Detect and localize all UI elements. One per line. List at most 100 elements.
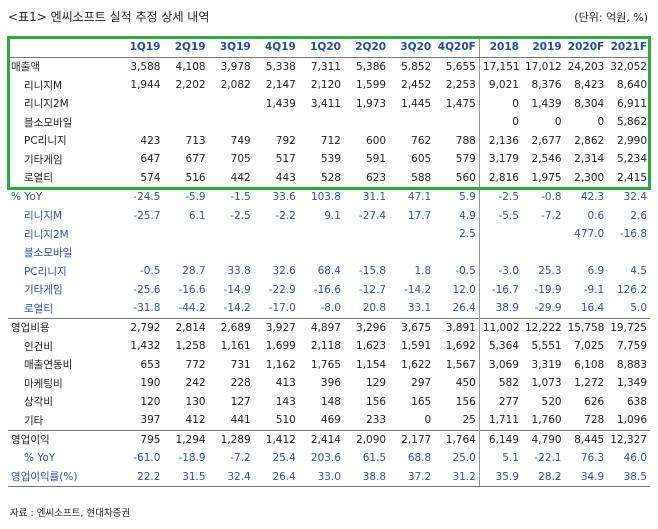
table-cell: 677	[185, 153, 206, 166]
empty-cell	[254, 244, 299, 263]
table-cell: 591	[366, 153, 387, 166]
table-cell: 600	[366, 134, 387, 147]
table-cell: 713	[185, 134, 206, 147]
table-cell: 1,591	[401, 340, 432, 353]
table-cell: 795	[118, 429, 164, 449]
empty-cell	[389, 225, 434, 244]
table-cell: 1,161	[220, 340, 251, 353]
empty-cell	[299, 113, 344, 132]
table-cell: 24,203	[567, 60, 605, 73]
table-cell: 1,439	[265, 97, 296, 110]
column-header: 2019	[521, 36, 565, 58]
table-cell: 129	[366, 377, 387, 390]
column-header: 3Q19	[208, 36, 254, 58]
table-cell: 5,862	[616, 116, 647, 129]
table-cell: 28.2	[521, 467, 565, 487]
table-cell: 203.6	[310, 452, 341, 465]
empty-cell	[478, 225, 522, 244]
empty-cell	[163, 244, 208, 263]
table-cell: 1,432	[130, 340, 161, 353]
table-title: <표1> 엔씨소프트 실적 추정 상세 내역	[8, 10, 210, 24]
table-cell: 1,973	[356, 97, 387, 110]
table-cell: 2,677	[531, 134, 562, 147]
table-cell: 25.4	[272, 452, 296, 465]
row-label: 리니지M	[24, 210, 63, 223]
table-cell: -1.5	[208, 187, 254, 207]
table-cell: 396	[320, 377, 341, 390]
table-cell: 5,386	[356, 60, 387, 73]
table-cell: 126.2	[616, 283, 647, 296]
unit-note: (단위: 억원, %)	[574, 11, 648, 24]
table-row: PC리니지 423 713 749 792 712 600 762 788 2,136 2,677 2…	[8, 131, 650, 150]
table-cell: 728	[584, 414, 605, 427]
table-cell: 560	[455, 171, 476, 184]
table-cell: -27.4	[358, 209, 387, 222]
empty-cell	[565, 244, 608, 263]
empty-cell	[344, 113, 389, 132]
table-cell: 4.5	[630, 265, 647, 278]
table-cell: 516	[185, 171, 206, 184]
table-cell: 520	[541, 395, 562, 408]
table-cell: 1,764	[434, 429, 480, 449]
table-row: 매출연동비 653 772 731 1,162 1,765 1,154 1,622 1,567 3…	[8, 355, 650, 374]
table-cell: 2,452	[401, 79, 432, 92]
table-row: 기타게임 647 677 705 517 539 591 605 579 3,179 2,546 2,…	[8, 150, 650, 169]
table-cell: 103.8	[298, 187, 344, 207]
table-cell: -24.5	[118, 187, 164, 207]
table-cell: -16.8	[619, 228, 647, 241]
table-cell: 7,311	[310, 60, 341, 73]
table-cell: 5,655	[445, 60, 476, 73]
table-row: 인건비 1,432 1,258 1,161 1,699 2,118 1,623 1,591 1,…	[8, 337, 650, 356]
table-cell: 143	[275, 395, 296, 408]
table-cell: 31.5	[163, 467, 209, 487]
table-cell: 3,588	[130, 60, 161, 73]
column-header: 2Q19	[163, 36, 209, 58]
table-cell: 1,096	[616, 414, 647, 427]
table-cell: 579	[455, 153, 476, 166]
table-row: 리니지M -25.7 6.1 -2.5 -2.2 9.1 -27.4 17.7 4.9 -5.5 -…	[8, 206, 650, 225]
table-cell: -14.9	[223, 283, 251, 296]
column-header: 4Q19	[253, 36, 299, 58]
empty-cell	[478, 243, 522, 262]
table-cell: 3,069	[478, 355, 522, 374]
table-cell: 61.5	[362, 452, 387, 465]
row-label: 마케팅비	[24, 377, 63, 390]
table-cell: 517	[275, 153, 296, 166]
table-cell: 582	[478, 374, 522, 393]
table-cell: 0	[597, 116, 605, 129]
table-row: 로열티 574 516 442 443 528 623 588 560 2,816 1,975 2,3…	[8, 168, 650, 188]
table-cell: 441	[230, 414, 251, 427]
table-cell: 2.6	[630, 209, 647, 222]
table-cell: -22.9	[268, 283, 296, 296]
table-cell: 156	[366, 395, 387, 408]
table-cell: 1,258	[175, 340, 206, 353]
table-cell: 31.2	[434, 467, 480, 487]
table-cell: 2,177	[389, 429, 435, 449]
table-cell: 1,412	[253, 429, 299, 449]
column-header: 2018	[478, 36, 522, 58]
table-cell: 1,439	[531, 97, 562, 110]
source-note: 자료 : 엔씨소프트, 현대차증권	[10, 508, 131, 519]
table-row: 기타 397 412 441 510 469 233 0 25 1,711 1,760 728 1,09…	[8, 411, 650, 430]
table-cell: 477.0	[574, 228, 605, 241]
empty-cell	[209, 244, 254, 263]
empty-cell	[163, 95, 208, 114]
table-cell: 38.8	[343, 467, 390, 487]
table-cell: 33.8	[227, 265, 251, 278]
table-cell: 32.4	[208, 467, 254, 487]
table-cell: 3,675	[389, 317, 435, 337]
table-cell: 0	[554, 116, 562, 129]
table-cell: 1,711	[478, 411, 522, 430]
table-cell: 443	[275, 171, 296, 184]
table-cell: 8,883	[616, 358, 647, 371]
empty-cell	[209, 113, 254, 132]
table-cell: 2,253	[445, 79, 476, 92]
empty-cell	[209, 95, 254, 114]
row-label: % YoY	[24, 452, 56, 465]
table-cell: 2,414	[298, 429, 344, 449]
empty-cell	[522, 225, 565, 244]
table-row: 영업이익률(%) 22.2 31.5 32.4 26.4 33.0 38.8 37.2 31.2…	[8, 467, 650, 487]
row-label: 리니지2M	[24, 228, 69, 241]
table-cell: 297	[411, 377, 432, 390]
table-cell: 1,599	[356, 79, 387, 92]
